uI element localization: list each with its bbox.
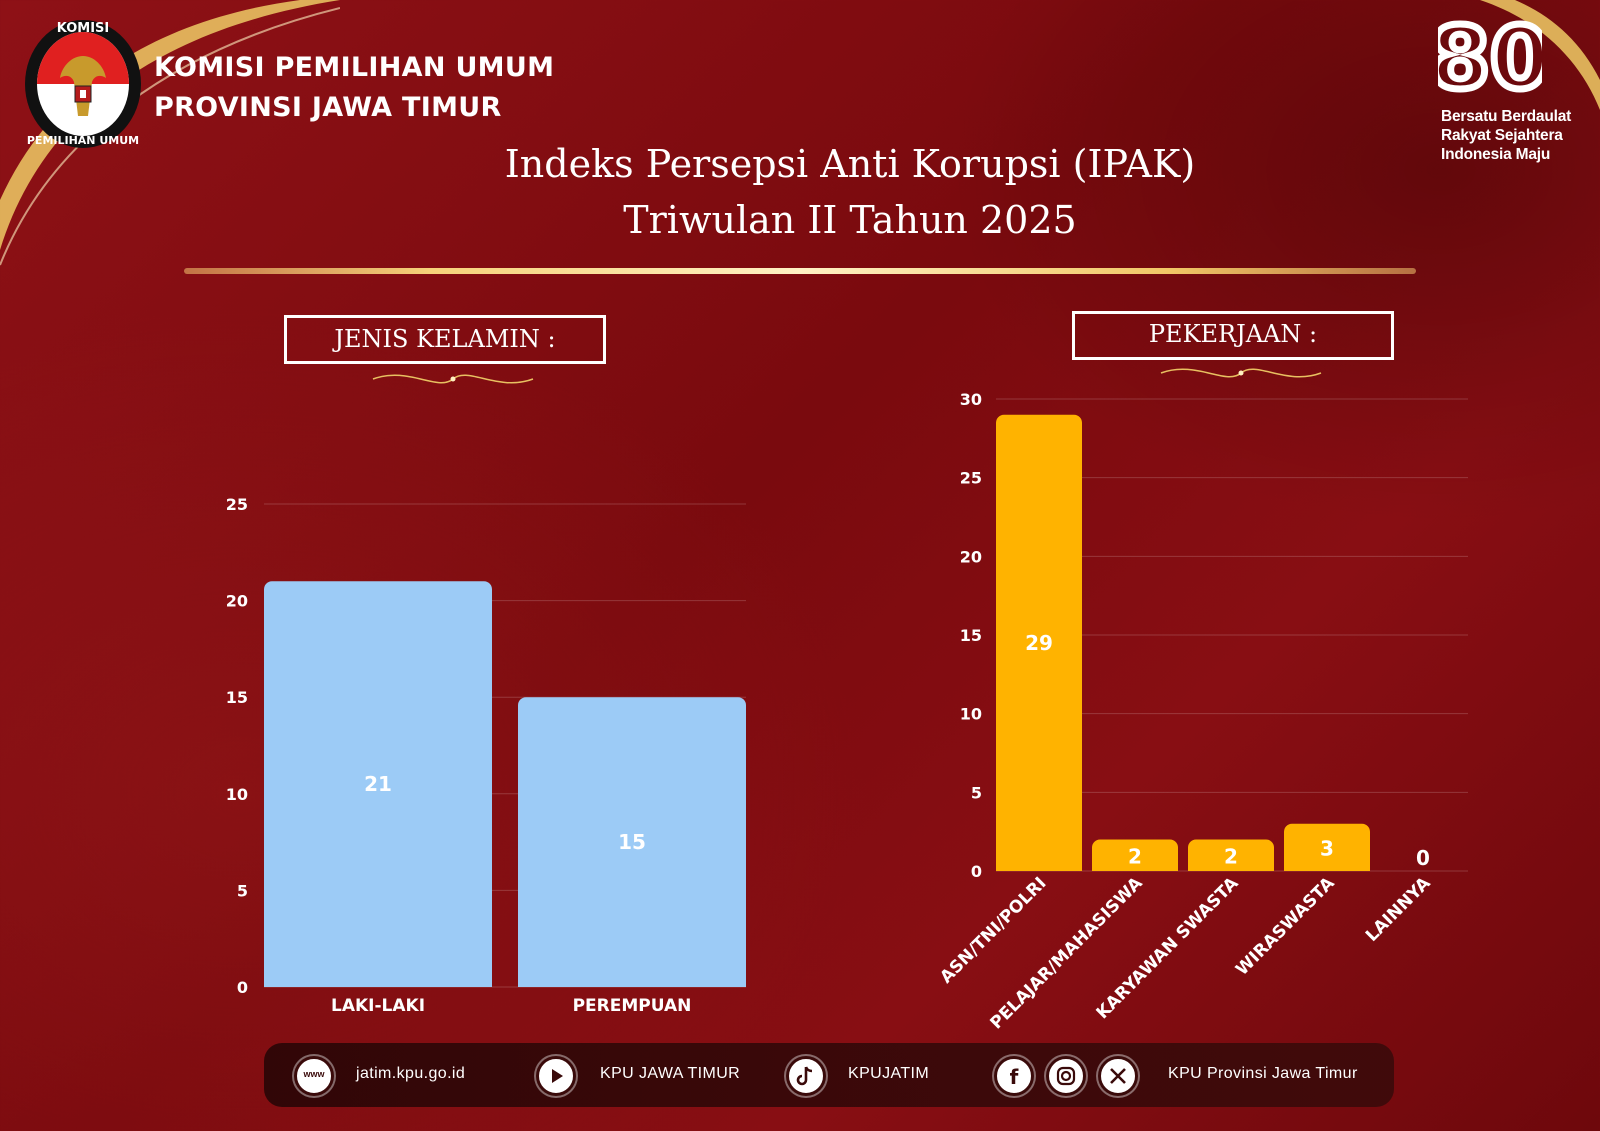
svg-text:PEMILIHAN UMUM: PEMILIHAN UMUM xyxy=(27,134,139,147)
occupation-bar-base xyxy=(1188,861,1274,871)
org-line-1: KOMISI PEMILIHAN UMUM xyxy=(154,52,555,83)
occupation-value-label: 2 xyxy=(1128,844,1142,868)
gold-swoosh-decoration-right xyxy=(1480,0,1600,110)
youtube-icon[interactable] xyxy=(536,1056,576,1096)
occupation-bar-base xyxy=(1092,861,1178,871)
footer-bar: www jatim.kpu.go.id KPU JAWA TIMUR KPUJA… xyxy=(264,1043,1394,1107)
occupation-y-tick-label: 30 xyxy=(960,390,982,409)
gold-flourish-left xyxy=(372,374,534,384)
occupation-value-label: 0 xyxy=(1416,846,1430,870)
occupation-bar[interactable] xyxy=(996,414,1082,871)
instagram-icon[interactable] xyxy=(1046,1056,1086,1096)
x-twitter-icon[interactable] xyxy=(1098,1056,1138,1096)
gender-y-tick-label: 10 xyxy=(226,785,248,804)
charts-area: 051015202521LAKI-LAKI15PEREMPUAN05101520… xyxy=(226,390,1468,1033)
occupation-y-tick-label: 0 xyxy=(971,862,982,881)
tagline-line-2: Rakyat Sejahtera xyxy=(1441,127,1563,144)
organization-name: KOMISI PEMILIHAN UMUM PROVINSI JAWA TIMU… xyxy=(154,48,554,128)
website-icon-text: www xyxy=(303,1069,325,1079)
tiktok-link[interactable]: KPUJATIM xyxy=(848,1065,930,1082)
occupation-y-tick-label: 5 xyxy=(971,783,982,802)
occupation-category-label: WIRASWASTA xyxy=(1232,873,1339,980)
gender-y-tick-label: 0 xyxy=(237,978,248,997)
chart-title: Indeks Persepsi Anti Korupsi (IPAK) xyxy=(504,142,1196,186)
section-label-occupation: PEKERJAAN : xyxy=(1072,311,1394,360)
occupation-category-label: PELAJAR/MAHASISWA xyxy=(987,873,1148,1034)
occupation-bar-chart: 05101520253029ASN/TNI/POLRI2PELAJAR/MAHA… xyxy=(936,390,1468,1033)
section-label-gender: JENIS KELAMIN : xyxy=(284,315,606,364)
tagline-line-3: Indonesia Maju xyxy=(1441,146,1551,163)
occupation-value-label: 29 xyxy=(1025,631,1053,655)
occupation-y-tick-label: 10 xyxy=(960,705,982,724)
occupation-category-label: LAINNYA xyxy=(1362,873,1435,946)
occupation-y-tick-label: 15 xyxy=(960,626,982,645)
occupation-bar-base xyxy=(996,861,1082,871)
gender-y-tick-label: 15 xyxy=(226,688,248,707)
anniversary-80-logo: 80 xyxy=(1438,14,1542,100)
occupation-bar[interactable] xyxy=(1284,823,1370,871)
org-line-2: PROVINSI JAWA TIMUR xyxy=(154,92,502,123)
occupation-value-label: 3 xyxy=(1320,836,1334,860)
youtube-link[interactable]: KPU JAWA TIMUR xyxy=(600,1065,741,1082)
gender-bar-base xyxy=(264,977,492,987)
gender-y-tick-label: 25 xyxy=(226,495,248,514)
badge-number: 80 xyxy=(1438,14,1542,100)
gender-value-label: 15 xyxy=(618,830,646,854)
chart-subtitle: Triwulan II Tahun 2025 xyxy=(623,198,1077,242)
occupation-bar-base xyxy=(1284,861,1370,871)
website-link[interactable]: jatim.kpu.go.id xyxy=(356,1065,466,1082)
gold-divider xyxy=(184,268,1416,274)
social-media-link[interactable]: KPU Provinsi Jawa Timur xyxy=(1168,1065,1358,1082)
gender-y-tick-label: 20 xyxy=(226,592,248,611)
gender-category-label: PEREMPUAN xyxy=(573,996,692,1016)
facebook-icon[interactable]: f xyxy=(994,1056,1034,1096)
occupation-y-tick-label: 20 xyxy=(960,547,982,566)
svg-text:KOMISI: KOMISI xyxy=(57,21,110,36)
occupation-value-label: 2 xyxy=(1224,844,1238,868)
gender-category-label: LAKI-LAKI xyxy=(331,996,425,1016)
gender-value-label: 21 xyxy=(364,772,392,796)
gender-bar[interactable] xyxy=(518,697,746,987)
gender-y-tick-label: 5 xyxy=(237,881,248,900)
tagline-line-1: Bersatu Berdaulat xyxy=(1441,108,1572,125)
occupation-category-label: ASN/TNI/POLRI xyxy=(936,873,1050,987)
gold-flourish-right xyxy=(1160,368,1322,378)
gender-bar-base xyxy=(518,977,746,987)
gender-bar-chart: 0 5 10 15 20 25 21 LAKI-LAKI 15 PEREMPUAN xyxy=(226,495,746,1016)
website-icon[interactable]: www xyxy=(294,1056,334,1096)
tiktok-icon[interactable] xyxy=(786,1056,826,1096)
tagline: Bersatu Berdaulat Rakyat Sejahtera Indon… xyxy=(1441,107,1571,164)
kpu-logo: KOMISI PEMILIHAN UMUM xyxy=(25,20,141,148)
occupation-y-tick-label: 25 xyxy=(960,469,982,488)
svg-text:f: f xyxy=(1010,1065,1019,1089)
gender-bar[interactable] xyxy=(264,581,492,987)
